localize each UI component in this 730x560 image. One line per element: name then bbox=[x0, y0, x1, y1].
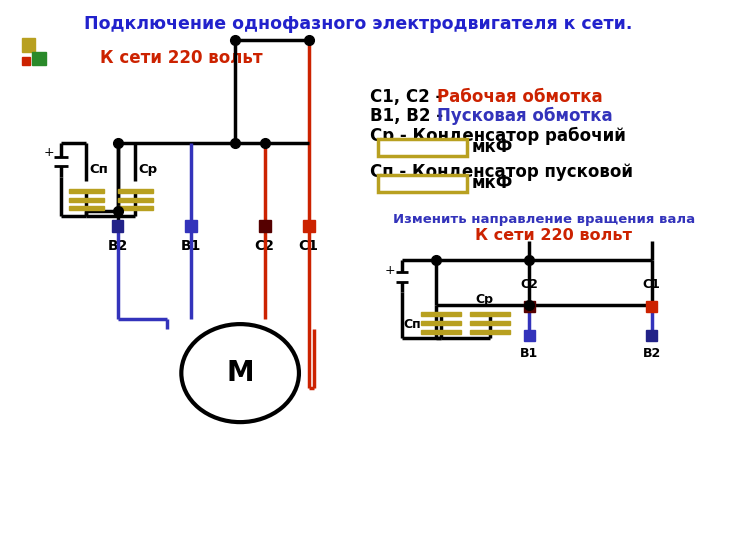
Bar bbox=[112, 220, 123, 232]
Bar bbox=[421, 330, 461, 334]
Text: С1, С2 -: С1, С2 - bbox=[371, 88, 449, 106]
Text: Подключение однофазного электродвигателя к сети.: Подключение однофазного электродвигателя… bbox=[83, 15, 632, 33]
Bar bbox=[258, 220, 271, 232]
Text: мкФ: мкФ bbox=[472, 174, 513, 192]
Text: С2: С2 bbox=[520, 278, 538, 291]
Bar bbox=[32, 52, 46, 66]
Bar bbox=[22, 57, 31, 66]
Bar bbox=[470, 321, 510, 325]
Text: Изменить направление вращения вала: Изменить направление вращения вала bbox=[393, 213, 695, 226]
Text: С1: С1 bbox=[643, 278, 661, 291]
Text: +: + bbox=[44, 146, 54, 159]
Text: К сети 220 вольт: К сети 220 вольт bbox=[100, 49, 263, 67]
Text: Сп: Сп bbox=[404, 318, 421, 330]
Text: Ср: Ср bbox=[475, 293, 493, 306]
Bar bbox=[185, 220, 197, 232]
Bar bbox=[118, 198, 153, 202]
Text: Сп - Конденсатор пусковой: Сп - Конденсатор пусковой bbox=[371, 163, 634, 181]
Text: Пусковая обмотка: Пусковая обмотка bbox=[437, 107, 612, 125]
Text: Сп: Сп bbox=[89, 163, 108, 176]
Text: мкФ: мкФ bbox=[472, 138, 513, 156]
Bar bbox=[470, 330, 510, 334]
Text: Ср - Конденсатор рабочий: Ср - Конденсатор рабочий bbox=[371, 127, 626, 145]
Text: +: + bbox=[385, 264, 396, 277]
Bar bbox=[303, 220, 315, 232]
Text: М: М bbox=[226, 359, 254, 387]
Bar bbox=[378, 175, 466, 192]
Text: В1: В1 bbox=[520, 347, 539, 360]
Text: С1: С1 bbox=[299, 239, 319, 253]
Bar bbox=[69, 207, 104, 211]
Bar bbox=[421, 312, 461, 316]
Bar bbox=[69, 189, 104, 193]
Bar bbox=[524, 330, 534, 341]
Bar bbox=[646, 330, 657, 341]
Bar bbox=[470, 312, 510, 316]
Text: Ср: Ср bbox=[138, 163, 158, 176]
Text: Рабочая обмотка: Рабочая обмотка bbox=[437, 88, 603, 106]
Bar bbox=[118, 207, 153, 211]
Text: В1, В2 -: В1, В2 - bbox=[371, 108, 450, 125]
Text: В1: В1 bbox=[181, 239, 201, 253]
Bar bbox=[69, 198, 104, 202]
Text: В2: В2 bbox=[107, 239, 128, 253]
Text: К сети 220 вольт: К сети 220 вольт bbox=[475, 228, 632, 244]
Text: В2: В2 bbox=[642, 347, 661, 360]
Bar bbox=[524, 301, 534, 312]
Bar bbox=[378, 139, 466, 156]
Bar bbox=[22, 38, 35, 52]
Bar bbox=[421, 321, 461, 325]
Bar bbox=[646, 301, 657, 312]
Text: С2: С2 bbox=[255, 239, 274, 253]
Bar bbox=[118, 189, 153, 193]
